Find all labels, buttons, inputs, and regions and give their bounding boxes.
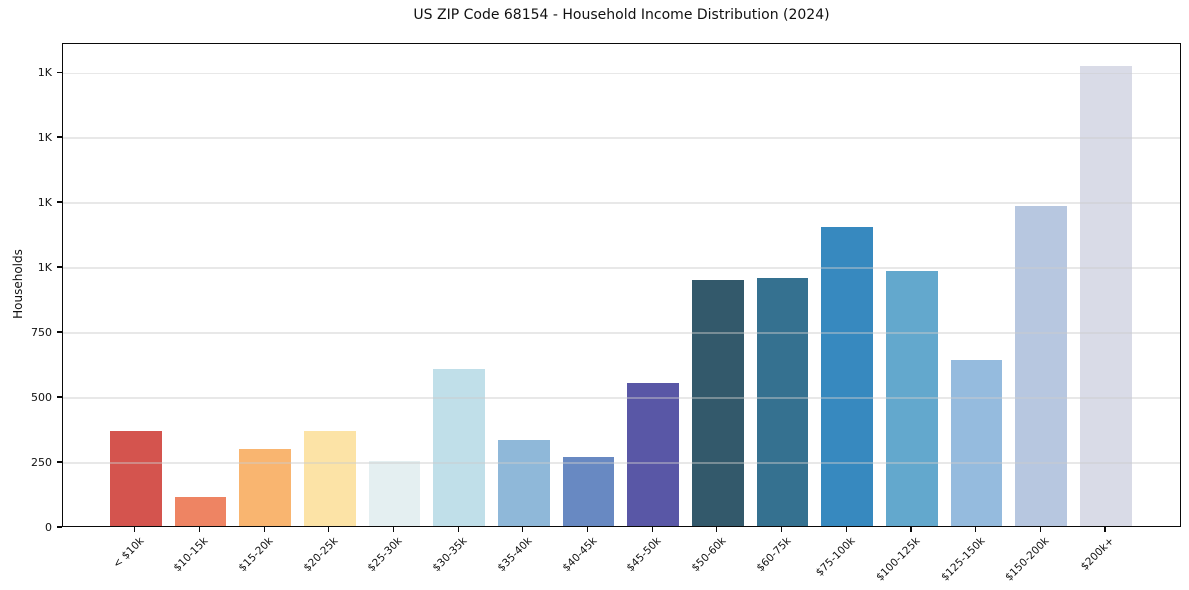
y-tick-mark — [57, 461, 62, 463]
y-tick-label: 1K — [37, 195, 52, 209]
y-tick-label: 750 — [31, 325, 52, 339]
x-tick-mark — [845, 527, 847, 532]
y-tick-mark — [57, 71, 62, 73]
y-tick-label: 0 — [45, 520, 52, 534]
y-tick-label: 500 — [31, 390, 52, 404]
bar-50-60k — [692, 280, 744, 526]
plot-area — [62, 43, 1181, 527]
bar-200k — [1080, 65, 1132, 526]
y-tick-mark — [57, 266, 62, 268]
bar-20-25k — [303, 431, 356, 526]
x-tick-mark — [522, 527, 524, 532]
y-tick-label: 250 — [31, 455, 52, 469]
x-tick-mark — [910, 527, 912, 532]
bars-layer — [63, 44, 1180, 526]
x-tick-mark — [1104, 527, 1106, 532]
bar-10k — [109, 431, 162, 526]
x-tick-mark — [651, 527, 653, 532]
bar-150-200k — [1015, 206, 1068, 526]
bar-35-40k — [497, 440, 550, 526]
bar-10-15k — [174, 497, 227, 526]
x-tick-mark — [392, 527, 395, 532]
x-tick-mark — [1039, 527, 1041, 532]
x-tick-mark — [263, 527, 265, 532]
y-axis-label: Households — [11, 249, 25, 319]
chart-title: US ZIP Code 68154 - Household Income Dis… — [413, 7, 830, 23]
x-tick-mark — [198, 527, 201, 532]
x-tick-mark — [586, 527, 589, 532]
x-tick-mark — [975, 527, 977, 532]
x-tick-label: < $10k — [110, 535, 147, 571]
y-tick-label: 1K — [37, 65, 52, 79]
x-tick-mark — [457, 527, 459, 532]
bar-40-45k — [562, 457, 615, 526]
y-tick-mark — [57, 396, 62, 398]
bar-125-150k — [950, 359, 1003, 526]
bar-45-50k — [627, 383, 680, 526]
bar-60-75k — [756, 277, 809, 526]
bar-15-20k — [239, 449, 291, 526]
y-tick-mark — [57, 136, 62, 138]
bar-75-100k — [821, 227, 874, 526]
y-tick-mark — [57, 526, 62, 528]
x-tick-mark — [780, 527, 783, 532]
x-tick-mark — [134, 527, 136, 532]
bar-25-30k — [368, 461, 421, 526]
y-tick-mark — [57, 331, 62, 333]
y-tick-label: 1K — [37, 130, 52, 144]
y-tick-label: 1K — [37, 260, 52, 274]
bar-100-125k — [886, 271, 938, 526]
x-tick-mark — [328, 527, 330, 532]
x-tick-mark — [716, 527, 718, 532]
y-tick-mark — [57, 201, 62, 203]
bar-30-35k — [433, 368, 486, 526]
